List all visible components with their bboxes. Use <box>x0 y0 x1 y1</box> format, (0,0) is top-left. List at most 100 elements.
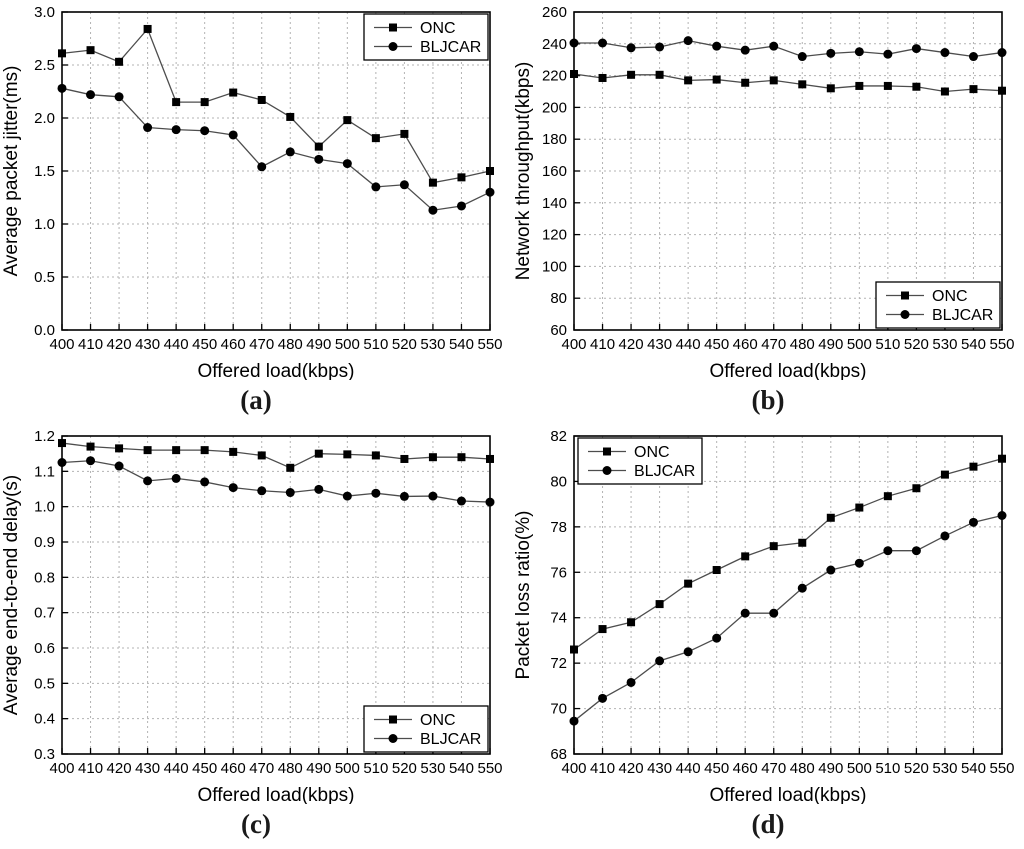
svg-text:550: 550 <box>989 336 1014 353</box>
svg-text:1.0: 1.0 <box>34 216 55 233</box>
svg-text:80: 80 <box>550 290 567 307</box>
svg-text:490: 490 <box>818 336 843 353</box>
svg-text:490: 490 <box>306 336 331 353</box>
svg-text:520: 520 <box>392 760 417 777</box>
svg-text:410: 410 <box>78 760 103 777</box>
svg-text:0.4: 0.4 <box>34 711 55 728</box>
panel-label-a: (a) <box>240 385 272 415</box>
svg-text:460: 460 <box>221 760 246 777</box>
svg-text:0.5: 0.5 <box>34 269 55 286</box>
svg-text:220: 220 <box>542 68 567 85</box>
svg-text:Offered load(kbps): Offered load(kbps) <box>709 361 866 380</box>
svg-text:440: 440 <box>164 336 189 353</box>
svg-text:ONC: ONC <box>932 288 968 305</box>
svg-text:410: 410 <box>590 760 615 777</box>
svg-text:1.2: 1.2 <box>34 428 55 445</box>
svg-text:520: 520 <box>392 336 417 353</box>
svg-text:440: 440 <box>676 336 701 353</box>
svg-text:0.6: 0.6 <box>34 640 55 657</box>
svg-text:240: 240 <box>542 36 567 53</box>
svg-text:530: 530 <box>932 760 957 777</box>
svg-text:80: 80 <box>550 473 567 490</box>
svg-text:450: 450 <box>704 336 729 353</box>
svg-text:450: 450 <box>192 760 217 777</box>
svg-text:530: 530 <box>420 760 445 777</box>
svg-text:0.5: 0.5 <box>34 675 55 692</box>
svg-text:BLJCAR: BLJCAR <box>932 307 993 324</box>
svg-text:460: 460 <box>733 336 758 353</box>
svg-text:500: 500 <box>847 336 872 353</box>
svg-text:480: 480 <box>278 760 303 777</box>
svg-text:500: 500 <box>847 760 872 777</box>
svg-text:140: 140 <box>542 195 567 212</box>
svg-text:160: 160 <box>542 163 567 180</box>
svg-text:Network throughput(kbps): Network throughput(kbps) <box>513 62 534 281</box>
svg-text:430: 430 <box>647 336 672 353</box>
chart-c-canvas: 400 410 420 430 440 450 460 470 480 490 500 510 520 5… <box>1 428 503 804</box>
svg-text:490: 490 <box>306 760 331 777</box>
svg-text:Offered load(kbps): Offered load(kbps) <box>197 361 354 380</box>
svg-text:450: 450 <box>704 760 729 777</box>
svg-text:0.0: 0.0 <box>34 322 55 339</box>
svg-text:540: 540 <box>449 336 474 353</box>
svg-text:0.3: 0.3 <box>34 746 55 763</box>
svg-text:540: 540 <box>961 760 986 777</box>
chart-d-canvas: 400 410 420 430 440 450 460 470 480 490 500 510 520 5… <box>513 428 1015 804</box>
svg-text:520: 520 <box>904 760 929 777</box>
svg-text:74: 74 <box>550 610 567 627</box>
svg-text:1.1: 1.1 <box>34 463 55 480</box>
svg-text:450: 450 <box>192 336 217 353</box>
panel-label-b: (b) <box>751 385 785 415</box>
svg-text:0.8: 0.8 <box>34 569 55 586</box>
svg-text:540: 540 <box>961 336 986 353</box>
svg-text:Offered load(kbps): Offered load(kbps) <box>197 785 354 804</box>
svg-text:Packet loss ratio(%): Packet loss ratio(%) <box>513 511 534 680</box>
svg-text:500: 500 <box>335 760 360 777</box>
svg-text:470: 470 <box>761 760 786 777</box>
svg-text:440: 440 <box>676 760 701 777</box>
svg-text:260: 260 <box>542 4 567 21</box>
svg-text:76: 76 <box>550 564 567 581</box>
svg-text:510: 510 <box>363 760 388 777</box>
svg-text:68: 68 <box>550 746 567 763</box>
svg-text:Average packet jitter(ms): Average packet jitter(ms) <box>1 66 22 277</box>
svg-text:430: 430 <box>135 760 160 777</box>
svg-text:550: 550 <box>477 336 502 353</box>
chart-panel-d: 400 410 420 430 440 450 460 470 480 490 500 510 520 5… <box>512 424 1024 849</box>
svg-text:470: 470 <box>249 760 274 777</box>
svg-text:430: 430 <box>647 760 672 777</box>
svg-text:510: 510 <box>875 760 900 777</box>
svg-text:410: 410 <box>590 336 615 353</box>
svg-text:120: 120 <box>542 227 567 244</box>
svg-text:550: 550 <box>989 760 1014 777</box>
svg-text:510: 510 <box>363 336 388 353</box>
svg-text:510: 510 <box>875 336 900 353</box>
svg-text:470: 470 <box>249 336 274 353</box>
svg-text:ONC: ONC <box>420 712 456 729</box>
svg-text:3.0: 3.0 <box>34 4 55 21</box>
svg-text:420: 420 <box>107 336 132 353</box>
svg-text:ONC: ONC <box>634 444 670 461</box>
svg-text:440: 440 <box>164 760 189 777</box>
svg-text:460: 460 <box>221 336 246 353</box>
svg-text:420: 420 <box>619 336 644 353</box>
svg-text:Offered load(kbps): Offered load(kbps) <box>709 785 866 804</box>
svg-text:60: 60 <box>550 322 567 339</box>
svg-text:Average end-to-end delay(s): Average end-to-end delay(s) <box>1 475 22 715</box>
svg-text:200: 200 <box>542 99 567 116</box>
svg-text:BLJCAR: BLJCAR <box>634 463 695 480</box>
svg-text:520: 520 <box>904 336 929 353</box>
panel-label-d: (d) <box>751 809 785 839</box>
svg-text:490: 490 <box>818 760 843 777</box>
svg-text:400: 400 <box>49 760 74 777</box>
chart-a-canvas: 400 410 420 430 440 450 460 470 480 490 500 510 520 5… <box>1 4 503 380</box>
svg-text:400: 400 <box>561 336 586 353</box>
svg-text:430: 430 <box>135 336 160 353</box>
svg-text:ONC: ONC <box>420 20 456 37</box>
svg-text:100: 100 <box>542 258 567 275</box>
svg-text:470: 470 <box>761 336 786 353</box>
svg-text:70: 70 <box>550 701 567 718</box>
svg-text:480: 480 <box>790 760 815 777</box>
svg-text:1.0: 1.0 <box>34 499 55 516</box>
